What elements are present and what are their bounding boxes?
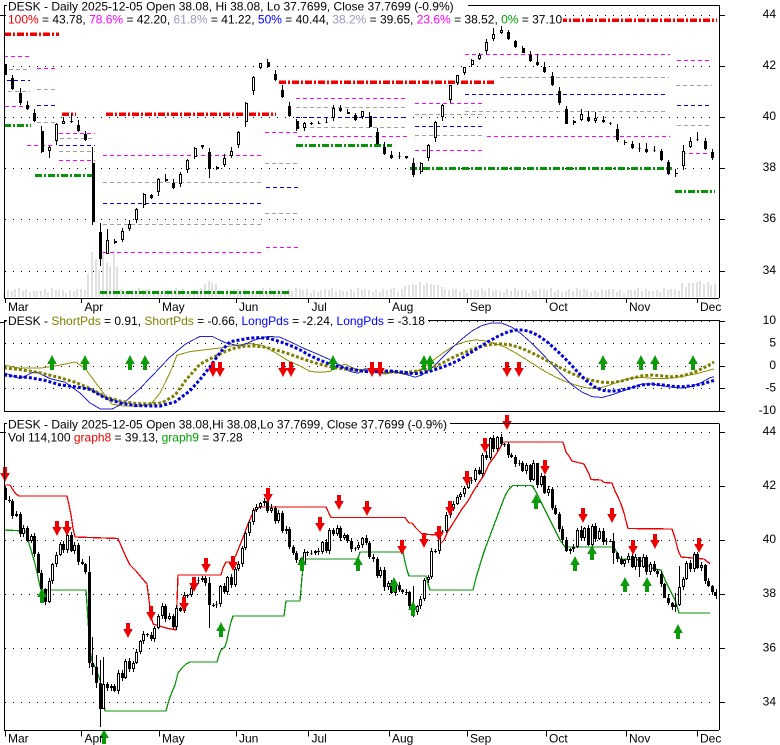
svg-text:42: 42 — [763, 58, 777, 72]
svg-text:42: 42 — [763, 478, 777, 492]
svg-text:DESK - Daily 2025-12-05 Open 3: DESK - Daily 2025-12-05 Open 38.08,Hi 38… — [8, 418, 447, 432]
svg-text:May: May — [162, 300, 185, 314]
svg-text:36: 36 — [763, 211, 777, 225]
svg-text:Nov: Nov — [629, 300, 650, 314]
svg-text:10: 10 — [763, 313, 777, 327]
svg-text:DESK - ShortPds = 0.91, ShortP: DESK - ShortPds = 0.91, ShortPds = -0.66… — [8, 314, 425, 328]
svg-text:Oct: Oct — [549, 300, 568, 314]
svg-text:Dec: Dec — [700, 300, 721, 314]
svg-text:44: 44 — [763, 424, 777, 438]
svg-text:34: 34 — [763, 263, 777, 277]
svg-text:May: May — [162, 732, 185, 745]
svg-text:Aug: Aug — [392, 732, 413, 745]
svg-text:Nov: Nov — [629, 732, 650, 745]
svg-text:36: 36 — [763, 641, 777, 655]
svg-text:-10: -10 — [759, 403, 777, 417]
svg-text:0: 0 — [769, 358, 776, 372]
svg-text:-5: -5 — [765, 381, 776, 395]
svg-text:5: 5 — [769, 336, 776, 350]
svg-text:44: 44 — [763, 7, 777, 21]
svg-text:38: 38 — [763, 586, 777, 600]
svg-text:34: 34 — [763, 695, 777, 709]
svg-text:Jul: Jul — [312, 732, 327, 745]
svg-text:Mar: Mar — [8, 732, 29, 745]
svg-text:Jul: Jul — [312, 300, 327, 314]
svg-text:100% = 43.78, 78.6% = 42.20, 6: 100% = 43.78, 78.6% = 42.20, 61.8% = 41.… — [8, 13, 562, 27]
svg-text:Sep: Sep — [470, 732, 492, 745]
svg-text:Oct: Oct — [549, 732, 568, 745]
svg-text:Aug: Aug — [392, 300, 413, 314]
svg-text:Mar: Mar — [8, 300, 29, 314]
svg-text:Jun: Jun — [239, 732, 258, 745]
svg-text:Vol 114,100 graph8 = 39.13, gr: Vol 114,100 graph8 = 39.13, graph9 = 37.… — [8, 431, 243, 445]
svg-text:Apr: Apr — [85, 732, 104, 745]
svg-text:DESK - Daily 2025-12-05 Open 3: DESK - Daily 2025-12-05 Open 38.08, Hi 3… — [8, 0, 454, 14]
svg-text:40: 40 — [763, 532, 777, 546]
svg-text:Sep: Sep — [470, 300, 492, 314]
svg-text:Jun: Jun — [239, 300, 258, 314]
svg-text:Apr: Apr — [85, 300, 104, 314]
svg-text:40: 40 — [763, 109, 777, 123]
svg-text:38: 38 — [763, 160, 777, 174]
svg-text:Dec: Dec — [700, 732, 721, 745]
